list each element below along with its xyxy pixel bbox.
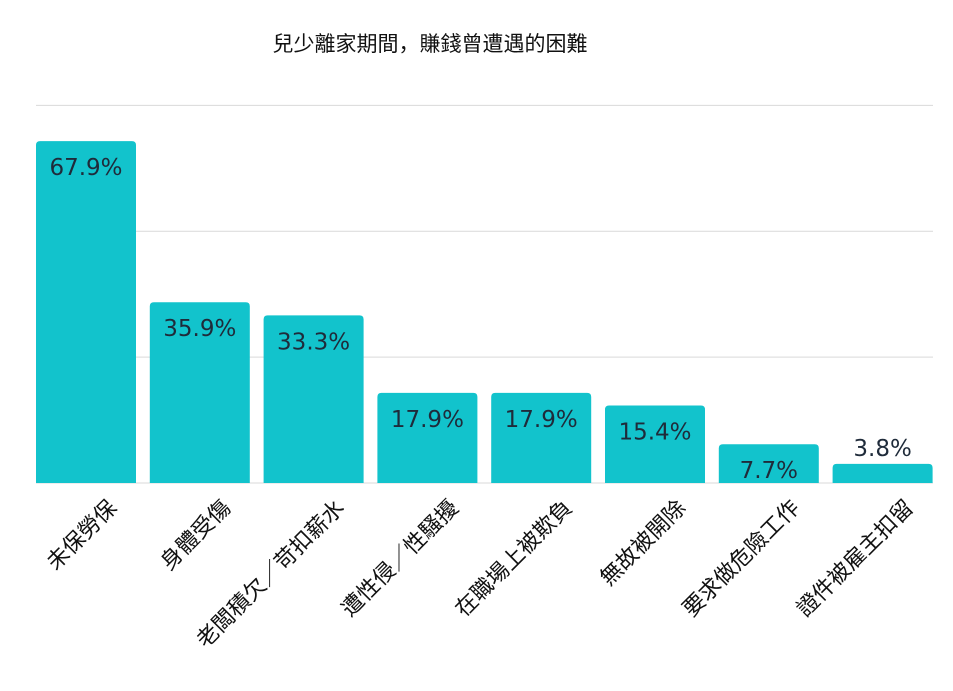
value-label: 33.3% bbox=[277, 329, 350, 355]
bar bbox=[605, 405, 705, 483]
category-label: 要求做危險工作 bbox=[678, 496, 805, 623]
category-label: 身體受傷 bbox=[156, 496, 236, 576]
bar bbox=[832, 463, 933, 483]
category-label: 在職場上被欺負 bbox=[451, 496, 578, 623]
category-label: 無故被開除 bbox=[596, 496, 691, 591]
value-label: 17.9% bbox=[505, 407, 578, 433]
value-label: 67.9% bbox=[49, 155, 122, 181]
category-label: 證件被雇主扣留 bbox=[792, 496, 919, 623]
bar bbox=[718, 444, 819, 483]
category-label: 未保勞保 bbox=[42, 496, 122, 576]
value-label: 35.9% bbox=[163, 316, 236, 342]
category-label: 遭性侵／性騷擾 bbox=[337, 496, 464, 623]
chart-title: 兒少離家期間，賺錢曾遭遇的困難 bbox=[272, 32, 588, 56]
bar bbox=[263, 315, 364, 483]
bar bbox=[36, 141, 136, 483]
bar bbox=[491, 392, 592, 483]
value-label: 17.9% bbox=[391, 407, 464, 433]
value-label: 7.7% bbox=[740, 458, 798, 484]
value-labels: 67.9% 35.9% 33.3% 17.9% 17.9% 15.4% 7.7% 3.8% bbox=[49, 155, 911, 484]
value-label: 15.4% bbox=[618, 419, 691, 445]
value-label: 3.8% bbox=[853, 436, 911, 462]
bar bbox=[377, 392, 478, 483]
bars bbox=[36, 141, 933, 483]
bar bbox=[149, 302, 250, 483]
